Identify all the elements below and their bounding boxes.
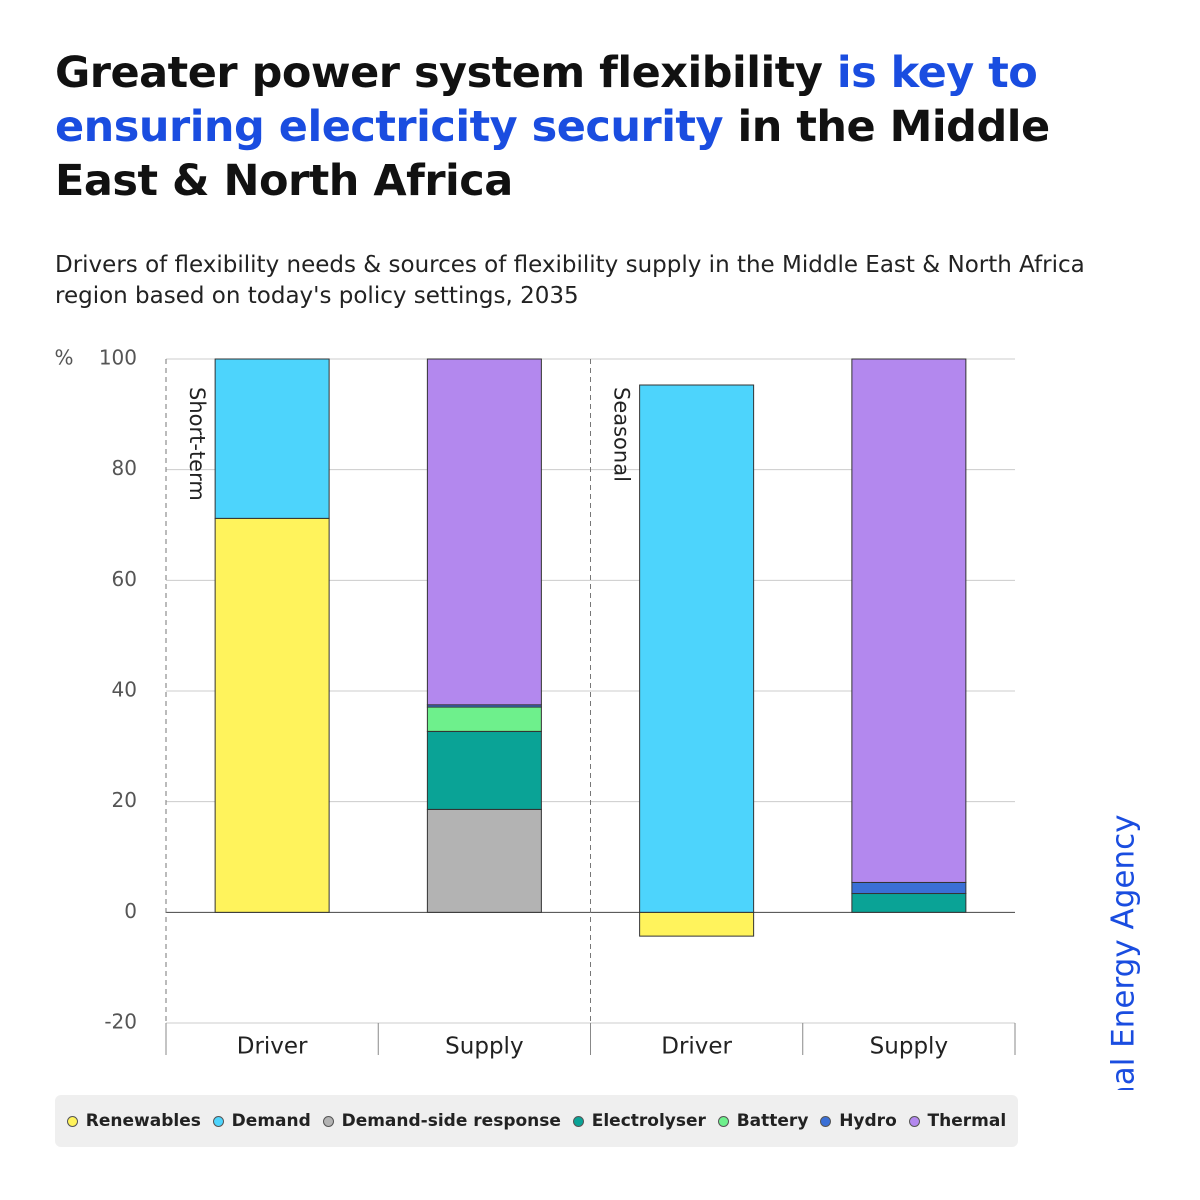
bar-segment <box>851 881 967 895</box>
bar-segment <box>851 358 967 883</box>
legend-swatch <box>908 1115 920 1127</box>
legend-swatch <box>820 1115 832 1127</box>
y-tick-label: 80 <box>112 456 137 480</box>
x-tick-label: Driver <box>661 1034 732 1060</box>
y-tick-label: 100 <box>99 346 137 370</box>
bar-segment <box>214 517 330 913</box>
bar-segment <box>426 730 542 810</box>
legend-label: Renewables <box>85 1111 201 1131</box>
legend-swatch <box>66 1115 78 1127</box>
legend-swatch <box>572 1115 584 1127</box>
title-part: in the Middle East & North Africa <box>55 102 1050 206</box>
bar-segment <box>639 911 755 937</box>
legend-item: Demand-side response <box>322 1111 561 1131</box>
legend-label: Battery <box>736 1111 809 1131</box>
legend-label: Demand-side response <box>341 1111 561 1131</box>
legend-swatch <box>212 1115 224 1127</box>
legend-item: Hydro <box>820 1111 897 1131</box>
logo: International Energy Agency <box>1106 814 1142 1090</box>
y-tick-label: 60 <box>112 567 137 591</box>
legend-item: Thermal <box>908 1111 1007 1131</box>
title: Greater power system flexibility is key … <box>55 46 1155 208</box>
bar-segment <box>426 358 542 706</box>
x-tick-label: Supply <box>445 1034 523 1060</box>
chart: % International Energy Agency -20 0 20 40 60… <box>54 346 1142 1091</box>
y-axis-label: % <box>54 346 73 370</box>
bar-segment <box>639 384 755 913</box>
legend-item: Renewables <box>66 1111 201 1131</box>
bar-segment <box>214 358 330 519</box>
group-label: Seasonal <box>610 387 634 482</box>
legend-swatch <box>322 1115 334 1127</box>
x-tick-label: Supply <box>870 1034 948 1060</box>
legend: Renewables Demand Demand-side response Elec… <box>55 1095 1018 1147</box>
x-tick-label: Driver <box>237 1034 308 1060</box>
y-tick-label: 40 <box>112 678 137 702</box>
legend-item: Demand <box>212 1111 311 1131</box>
y-tick-label: -20 <box>104 1010 137 1034</box>
title-part: Greater power system flexibility <box>55 48 823 98</box>
legend-label: Electrolyser <box>591 1111 706 1131</box>
legend-item: Battery <box>717 1111 809 1131</box>
group-label: Short-term <box>185 387 209 501</box>
legend-item: Electrolyser <box>572 1111 706 1131</box>
bar-segment <box>851 893 967 913</box>
legend-label: Hydro <box>839 1111 897 1131</box>
y-tick-label: 20 <box>112 788 137 812</box>
subtitle: Drivers of flexibility needs & sources o… <box>55 252 1085 309</box>
title-part: is key to ensuring electricity security <box>55 48 1038 152</box>
bar-segment <box>426 706 542 732</box>
legend-swatch <box>717 1115 729 1127</box>
legend-label: Demand <box>231 1111 311 1131</box>
y-tick-label: 0 <box>124 899 137 923</box>
legend-label: Thermal <box>927 1111 1007 1131</box>
bar-segment <box>426 808 542 913</box>
